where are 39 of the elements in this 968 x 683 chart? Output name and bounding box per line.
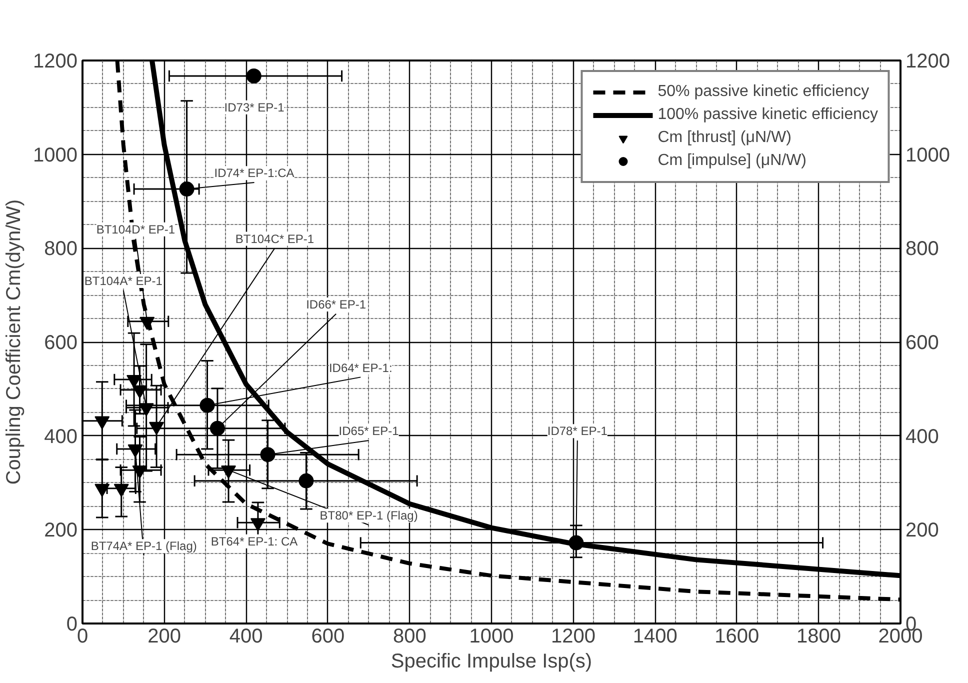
x-tick-label: 400 bbox=[229, 626, 263, 648]
x-tick-label: 600 bbox=[311, 626, 345, 648]
y2-tick-label: 1000 bbox=[906, 144, 950, 166]
x-tick-label: 1600 bbox=[714, 626, 760, 648]
annotation: ID74* EP-1:CA bbox=[214, 166, 294, 180]
y2-tick-label: 600 bbox=[906, 332, 939, 354]
y2-tick-label: 200 bbox=[906, 520, 939, 542]
y-axis-title: Coupling Coefficient Cm(dyn/W) bbox=[3, 199, 26, 485]
x-tick-label: 1400 bbox=[632, 626, 678, 648]
legend-label: Cm [thrust] (μN/W) bbox=[658, 129, 792, 147]
y-tick-label: 800 bbox=[44, 238, 78, 260]
x-tick-label: 200 bbox=[148, 626, 181, 648]
x-axis-title: Specific Impulse Isp(s) bbox=[390, 650, 592, 672]
annotation: BT80* EP-1 (Flag) bbox=[320, 508, 418, 523]
y2-tick-label: 800 bbox=[906, 238, 939, 260]
y-tick-label: 400 bbox=[44, 426, 78, 448]
annotation: ID73* EP-1 bbox=[224, 100, 285, 114]
annotation: BT64* EP-1: CA bbox=[210, 534, 298, 548]
annotation: BT104D* EP-1 bbox=[96, 222, 176, 236]
x-tick-label: 1800 bbox=[796, 626, 841, 648]
legend-label: Cm [impulse] (μN/W) bbox=[658, 152, 807, 170]
y2-tick-label: 400 bbox=[906, 426, 939, 448]
y-tick-label: 1200 bbox=[33, 50, 78, 72]
y-tick-label: 600 bbox=[44, 332, 78, 354]
legend-label: 100% passive kinetic efficiency bbox=[658, 106, 878, 124]
x-tick-label: 1000 bbox=[469, 626, 514, 648]
annotation: BT74A* EP-1 (Flag) bbox=[90, 539, 197, 554]
annotation: BT104A* EP-1 bbox=[84, 274, 163, 288]
x-tick-label: 800 bbox=[393, 626, 426, 648]
annotation: ID78* EP-1 bbox=[547, 424, 608, 438]
annotation: ID66* EP-1 bbox=[306, 297, 366, 312]
annotation: ID64* EP-1: bbox=[328, 360, 392, 375]
annotation: ID65* EP-1 bbox=[338, 424, 400, 438]
y2-tick-label: 1200 bbox=[906, 50, 950, 72]
x-tick-label: 1200 bbox=[551, 626, 596, 648]
legend-label: 50% passive kinetic efficiency bbox=[658, 83, 870, 101]
annotation: BT104C* EP-1 bbox=[235, 232, 314, 246]
y-tick-label: 200 bbox=[44, 520, 78, 542]
y-tick-label: 1000 bbox=[33, 144, 78, 166]
